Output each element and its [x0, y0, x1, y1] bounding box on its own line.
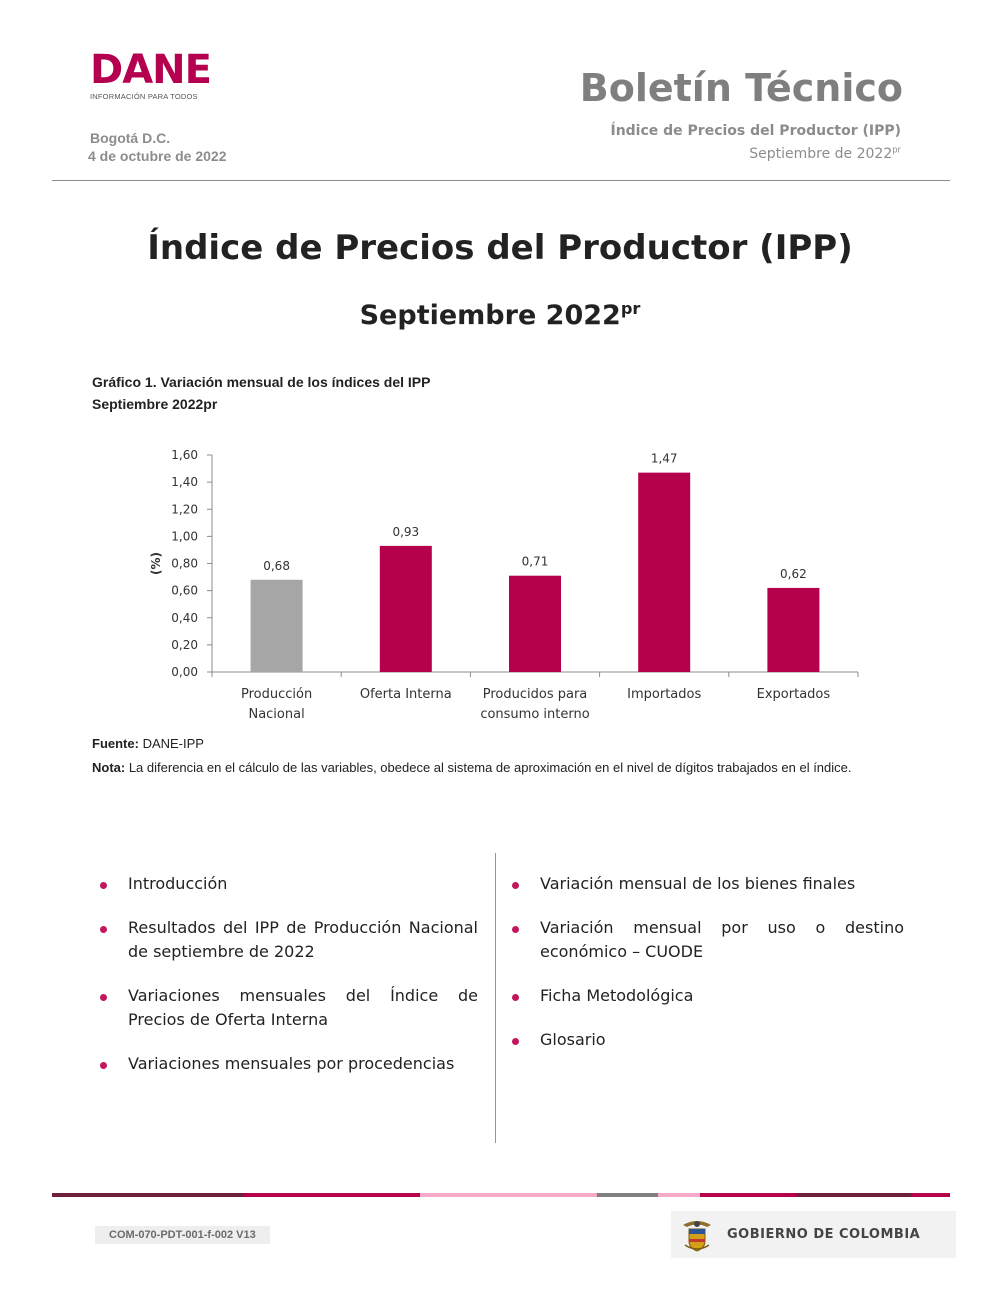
bar	[379, 545, 432, 672]
y-axis-label: (%)	[149, 552, 163, 575]
toc-right-column: Variación mensual de los bienes finales …	[512, 872, 904, 1072]
data-label: 0,71	[522, 555, 549, 569]
y-tick-label: 0,80	[171, 557, 198, 571]
toc-item-label: Glosario	[540, 1030, 606, 1049]
publication-date: 4 de octubre de 2022	[88, 148, 227, 164]
bulletin-title: Boletín Técnico	[579, 66, 903, 110]
x-tick-label: Nacional	[248, 707, 304, 722]
bar	[509, 575, 561, 672]
dane-logo: DANE INFORMACIÓN PARA TODOS	[90, 50, 230, 101]
y-tick-label: 0,40	[171, 611, 198, 625]
bar-chart: 0,00 0,20 0,40 0,60 0,80 1,00 1,20 1,40 1,60 (%) 0…	[149, 448, 859, 722]
y-tick-label: 1,60	[171, 448, 198, 462]
footer-bar-segment	[596, 1193, 658, 1197]
note-text: La diferencia en el cálculo de las varia…	[125, 760, 852, 775]
toc-left-column: Introducción Resultados del IPP de Produ…	[100, 872, 478, 1096]
x-tick-label: consumo interno	[480, 707, 589, 722]
x-tick-label: Producción	[241, 687, 312, 702]
toc-item[interactable]: Variación mensual de los bienes finales	[512, 872, 904, 896]
toc-divider	[495, 853, 496, 1143]
footer-bar-segment	[52, 1193, 244, 1197]
page-subtitle: Septiembre 2022pr	[0, 300, 1000, 331]
toc-item[interactable]: Glosario	[512, 1028, 904, 1052]
footer-bar-segment	[796, 1193, 911, 1197]
toc-item-label: Ficha Metodológica	[540, 986, 694, 1005]
footer-bar-segment	[910, 1193, 950, 1197]
chart-note: Nota: La diferencia en el cálculo de las…	[92, 757, 912, 778]
toc-item-label: Introducción	[128, 874, 228, 893]
data-label: 0,93	[392, 525, 419, 539]
toc-item-label: Variación mensual por uso o destino econ…	[540, 918, 904, 961]
bulletin-period-text: Septiembre de 2022	[749, 146, 893, 162]
gobierno-text: GOBIERNO DE COLOMBIA	[727, 1227, 921, 1242]
bullet-icon	[512, 882, 519, 889]
toc-item[interactable]: Resultados del IPP de Producción Naciona…	[100, 916, 478, 964]
bar	[250, 579, 303, 672]
chart-source: Fuente: DANE-IPP	[92, 736, 204, 751]
bullet-icon	[512, 994, 519, 1001]
bullet-icon	[100, 882, 107, 889]
source-label: Fuente:	[92, 736, 139, 751]
page-title: Índice de Precios del Productor (IPP)	[147, 228, 853, 268]
source-text: DANE-IPP	[138, 736, 204, 751]
x-tick-label: Producidos para	[483, 687, 588, 702]
page-subtitle-text: Septiembre 2022	[359, 300, 621, 331]
chart-caption-period: Septiembre 2022pr	[92, 396, 218, 412]
bullet-icon	[100, 994, 107, 1001]
toc-item-label: Resultados del IPP de Producción Naciona…	[128, 918, 478, 961]
header-divider	[52, 180, 950, 181]
y-tick-label: 0,60	[171, 584, 198, 598]
document-code: COM-070-PDT-001-f-002 V13	[95, 1226, 270, 1244]
bulletin-period-sup: pr	[892, 144, 901, 155]
y-tick-label: 0,00	[171, 665, 198, 679]
chart-caption-title: Gráfico 1. Variación mensual de los índi…	[92, 374, 431, 390]
gobierno-logo: GOBIERNO DE COLOMBIA	[671, 1211, 956, 1258]
data-label: 0,62	[780, 567, 807, 581]
bullet-icon	[100, 1062, 107, 1069]
toc-item-label: Variaciones mensuales del Índice de Prec…	[128, 986, 478, 1029]
note-label: Nota:	[92, 760, 126, 775]
bar	[638, 472, 691, 672]
bar	[767, 587, 820, 672]
bullet-icon	[512, 1038, 519, 1045]
city: Bogotá D.C.	[90, 130, 171, 146]
y-tick-label: 0,20	[171, 638, 198, 652]
toc-item-label: Variaciones mensuales por procedencias	[128, 1054, 455, 1073]
bulletin-period: Septiembre de 2022pr	[749, 144, 901, 162]
y-tick-label: 1,20	[171, 502, 198, 516]
coat-of-arms-icon	[683, 1220, 711, 1252]
x-tick-label: Exportados	[757, 687, 831, 702]
bullet-icon	[512, 926, 519, 933]
page-subtitle-sup: pr	[620, 299, 641, 318]
toc-item[interactable]: Ficha Metodológica	[512, 984, 904, 1008]
data-label: 0,68	[263, 559, 290, 573]
toc-item-label: Variación mensual de los bienes finales	[540, 874, 856, 893]
bulletin-subtitle: Índice de Precios del Productor (IPP)	[610, 123, 901, 139]
footer-bar-segment	[700, 1193, 797, 1197]
data-label: 1,47	[651, 452, 678, 466]
logo-tagline: INFORMACIÓN PARA TODOS	[90, 92, 198, 101]
bullet-icon	[100, 926, 107, 933]
toc-item[interactable]: Variaciones mensuales del Índice de Prec…	[100, 984, 478, 1032]
x-tick-label: Importados	[627, 687, 701, 702]
toc-item[interactable]: Introducción	[100, 872, 478, 896]
x-tick-label: Oferta Interna	[360, 687, 452, 702]
footer-color-bar	[52, 1193, 950, 1197]
footer-bar-segment	[657, 1193, 701, 1197]
y-tick-label: 1,00	[171, 529, 198, 543]
y-tick-label: 1,40	[171, 475, 198, 489]
toc-item[interactable]: Variaciones mensuales por procedencias	[100, 1052, 478, 1076]
footer-bar-segment	[420, 1193, 597, 1197]
toc-item[interactable]: Variación mensual por uso o destino econ…	[512, 916, 904, 964]
footer-bar-segment	[243, 1193, 421, 1197]
logo-word: DANE	[90, 47, 212, 93]
